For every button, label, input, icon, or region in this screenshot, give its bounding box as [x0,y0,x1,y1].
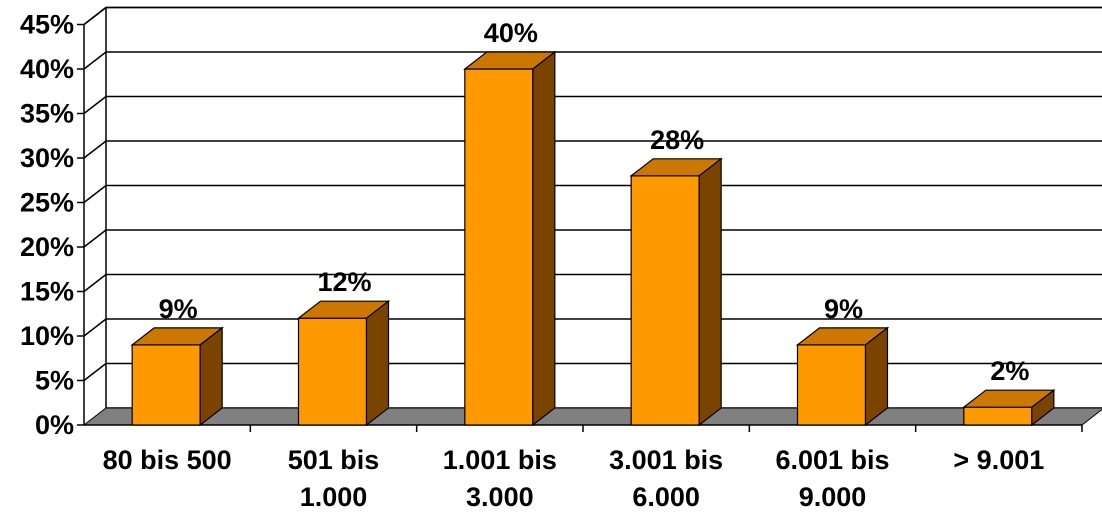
y-tick-label: 40% [20,54,74,84]
x-category-label: 6.000 [632,482,700,512]
bar-side [365,299,390,427]
bars [130,50,1056,427]
x-category-label: 501 bis [288,445,380,475]
y-tick-label: 0% [35,410,74,440]
y-axis-top-diagonal [83,6,107,26]
bar-front [796,344,867,426]
bar-front [630,175,700,426]
y-tick-label: 15% [20,277,74,307]
gridlines [83,6,1102,382]
gridline-diagonal [83,273,107,293]
bar [463,50,557,427]
y-tick-label: 25% [20,188,74,218]
y-tick-label: 30% [20,143,74,173]
x-axis-category-labels: 80 bis 500 501 bis 1.000 1.001 bis 3.000 3.00… [103,445,1045,512]
bar [795,326,890,427]
data-label: 12% [317,267,371,297]
data-label: 9% [824,294,863,324]
plot-back-wall [105,6,1102,409]
bar-front [464,68,534,426]
y-tick-label: 35% [20,99,74,129]
bar [629,157,723,427]
data-labels: 9% 12% 40% 28% 9% 2% [159,18,1030,386]
plot-floor [82,407,1102,426]
x-category-label: 6.001 bis [775,445,889,475]
bar-front [131,344,201,426]
x-category-label: 3.001 bis [609,445,723,475]
y-tick-label: 10% [20,321,74,351]
x-category-label: 80 bis 500 [103,445,232,475]
bar-side [1031,388,1055,427]
gridline-diagonal [83,318,107,337]
bar [962,388,1056,427]
axes [77,6,1083,432]
bar-front [963,406,1033,426]
data-label: 9% [159,294,198,324]
y-tick-label: 45% [20,10,74,40]
bar [296,299,391,427]
gridline-diagonal [83,51,107,70]
x-category-label: 3.000 [466,482,534,512]
bar [130,326,224,427]
gridline-diagonal [83,184,107,204]
x-category-label: 1.001 bis [443,445,557,475]
x-category-label: 1.000 [300,482,368,512]
x-category-label: > 9.001 [953,445,1044,475]
bar-side [698,157,722,427]
bar-side [199,326,223,427]
back-wall-rect [105,6,1102,409]
bar-front [297,317,368,426]
gridline-diagonal [83,95,107,115]
floor-plane [82,407,1102,426]
bar-side [864,326,889,427]
x-category-label: 9.000 [799,482,867,512]
data-label: 40% [484,18,538,48]
y-tick-label: 5% [35,366,74,396]
gridline-diagonal [83,229,107,248]
y-tick-label: 20% [20,232,74,262]
data-label: 2% [990,356,1029,386]
bar-side [532,50,556,427]
data-label: 28% [650,125,704,155]
gridline-diagonal [83,140,107,159]
gridline-diagonal [83,362,107,382]
y-axis-tick-labels: 0% 5% 10% 15% 20% 25% 30% 35% 40% 45% [20,10,74,441]
